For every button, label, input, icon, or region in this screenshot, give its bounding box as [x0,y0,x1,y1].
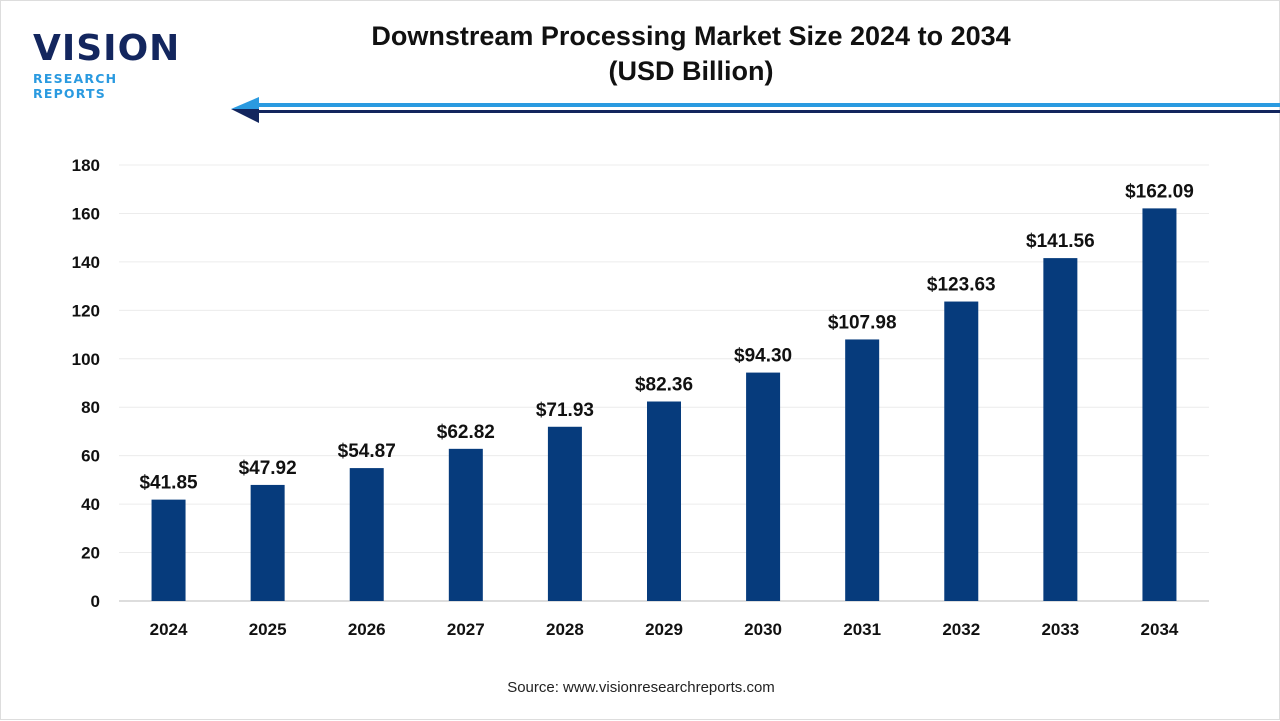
logo-main-text: VISION [33,28,181,69]
data-label: $62.82 [437,422,495,443]
title-line-2: (USD Billion) [608,56,774,86]
data-label: $41.85 [139,473,198,494]
y-tick-label: 180 [72,156,100,175]
x-tick-label: 2033 [1041,620,1079,639]
x-tick-label: 2027 [447,620,485,639]
x-tick-label: 2026 [348,620,386,639]
data-label: $162.09 [1125,181,1194,202]
data-label: $71.93 [536,400,594,421]
y-tick-label: 80 [81,398,100,417]
bar-2024 [151,499,186,601]
chart-title: Downstream Processing Market Size 2024 t… [301,19,1081,89]
bar-2027 [448,448,483,601]
data-label: $94.30 [734,346,792,367]
x-tick-label: 2032 [942,620,980,639]
x-tick-label: 2029 [645,620,683,639]
bar-2030 [746,372,781,601]
y-tick-label: 120 [72,301,100,320]
data-label: $54.87 [338,441,396,462]
data-label: $47.92 [239,458,297,479]
y-tick-label: 0 [91,592,100,611]
x-tick-label: 2024 [150,620,188,639]
x-tick-label: 2030 [744,620,782,639]
title-line-1: Downstream Processing Market Size 2024 t… [371,21,1011,51]
y-tick-label: 140 [72,253,100,272]
bar-2032 [944,301,979,601]
bar-2033 [1043,258,1078,601]
y-tick-label: 100 [72,350,100,369]
logo-sub-text: RESEARCH REPORTS [33,71,118,101]
bar-2031 [845,339,880,601]
data-label: $107.98 [828,312,897,333]
bar-2034 [1142,208,1177,601]
y-tick-label: 60 [81,447,100,466]
bar-2029 [647,401,681,601]
bar-2025 [250,484,285,601]
bar-2026 [349,468,384,601]
x-tick-label: 2034 [1141,620,1179,639]
logo: VISION RESEARCH REPORTS [33,28,183,102]
data-label: $123.63 [927,275,996,296]
y-tick-label: 160 [72,204,100,223]
y-tick-label: 20 [81,544,100,563]
bar-2028 [547,426,582,601]
header-arrow [231,97,1280,123]
data-label: $82.36 [635,375,693,396]
data-label: $141.56 [1026,231,1095,252]
x-tick-label: 2031 [843,620,881,639]
source-note: Source: www.visionresearchreports.com [507,679,775,696]
y-tick-label: 40 [81,495,100,514]
x-tick-label: 2025 [249,620,287,639]
x-tick-label: 2028 [546,620,584,639]
